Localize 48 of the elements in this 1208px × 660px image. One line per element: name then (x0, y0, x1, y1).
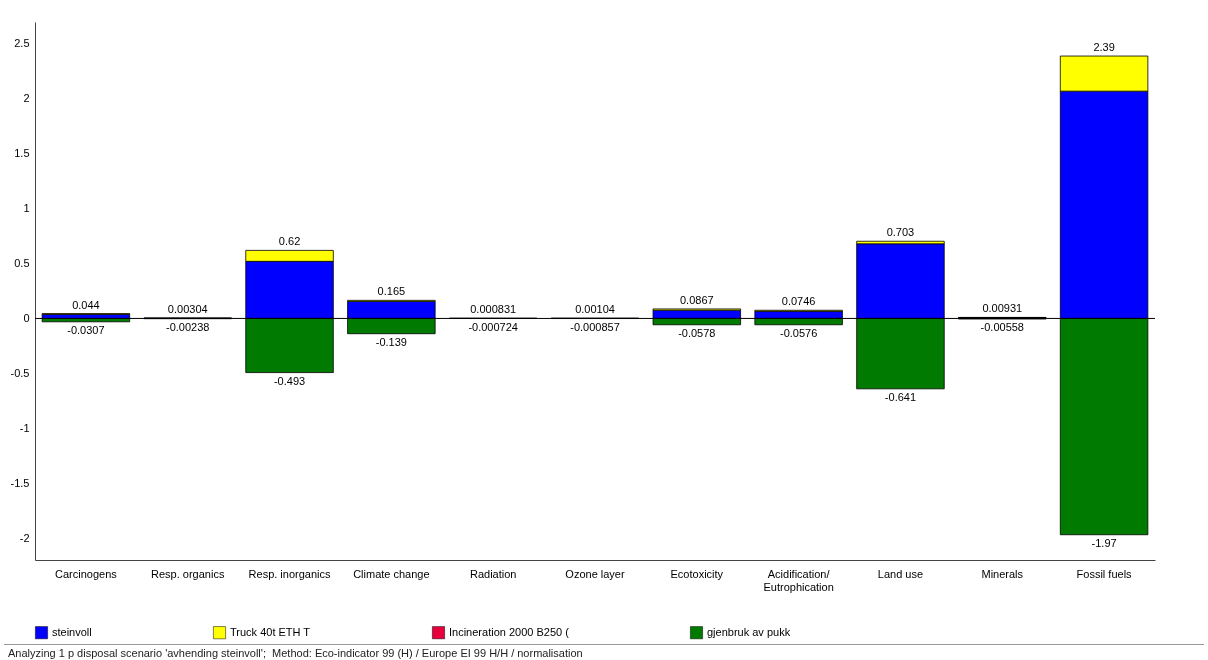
annotation: -0.641 (884, 390, 917, 403)
x-tick-label: Resp. inorganics (248, 567, 332, 580)
annotation: -0.0307 (67, 323, 105, 336)
annotation: -0.00558 (980, 321, 1024, 334)
annotation: -1.97 (1091, 536, 1117, 549)
annotation: 2.39 (1093, 41, 1115, 54)
legend-label: Incineration 2000 B250 ( (449, 625, 570, 638)
annotation: -0.493 (273, 374, 306, 387)
annotation: -0.000724 (468, 320, 518, 333)
y-tick-label: 1.5 (14, 147, 30, 160)
annotation: 0.000831 (470, 303, 517, 316)
x-tick-label: Climate change (353, 567, 430, 580)
y-tick-label: -2 (19, 531, 30, 544)
y-tick-label: 2.5 (14, 37, 30, 50)
annotation: -0.000857 (570, 320, 620, 333)
y-tick-label: 0 (23, 311, 30, 324)
x-tick-label: Ecotoxicity (670, 567, 724, 580)
annotation: -0.0576 (779, 326, 818, 339)
x-tick-label: Acidification/ Eutrophication (763, 567, 834, 593)
x-tick-label: Ozone layer (565, 567, 625, 580)
annotation: 0.0746 (781, 295, 816, 308)
annotation: -0.0578 (678, 326, 716, 339)
legend-label: steinvoll (52, 625, 92, 638)
annotation: 0.0867 (679, 293, 714, 306)
annotation: 0.044 (72, 298, 100, 311)
annotation: 0.62 (278, 235, 301, 248)
y-tick-label: -1 (19, 421, 30, 434)
x-tick-label: Carcinogens (55, 567, 118, 580)
legend-label: Truck 40t ETH T (230, 625, 311, 638)
y-tick-label: 2 (23, 92, 30, 105)
annotation: 0.00104 (575, 303, 615, 316)
y-tick-label: -0.5 (10, 366, 30, 379)
annotation: 0.703 (886, 226, 915, 239)
annotation: 0.00931 (982, 302, 1023, 315)
x-tick-label: Fossil fuels (1076, 567, 1133, 580)
y-tick-label: 1 (23, 202, 30, 215)
annotation: -0.00238 (166, 320, 210, 333)
annotation: 0.165 (377, 285, 406, 298)
annotation: -0.139 (375, 335, 407, 348)
legend-label: gjenbruk av pukk (707, 625, 791, 638)
x-tick-label: Resp. organics (151, 567, 225, 580)
x-tick-label: Land use (877, 567, 924, 580)
text: Analyzing 1 p disposal scenario 'avhending steinvoll'; Method: Eco-indicator 99 (H) / Europe EI 99 H/H / normalisation (4, 644, 1204, 660)
annotation: 0.00304 (167, 303, 208, 316)
x-tick-label: Minerals (981, 567, 1024, 580)
y-tick-label: -1.5 (10, 476, 30, 489)
y-tick-label: 0.5 (14, 257, 30, 270)
x-tick-label: Radiation (469, 567, 517, 580)
